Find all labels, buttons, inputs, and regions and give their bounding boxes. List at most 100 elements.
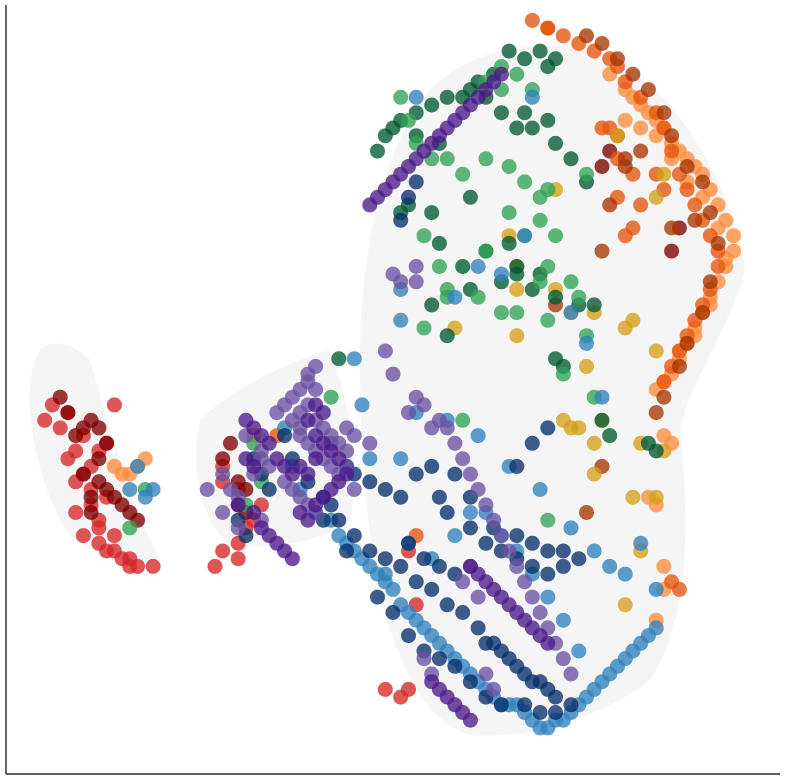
data-point	[532, 43, 548, 59]
data-point	[462, 505, 478, 520]
data-point	[648, 489, 664, 505]
data-point	[594, 159, 610, 174]
data-point	[455, 451, 471, 467]
data-point	[524, 535, 540, 551]
data-point	[377, 128, 393, 144]
data-point	[656, 105, 672, 121]
data-point	[517, 105, 533, 121]
data-point	[455, 412, 471, 428]
data-point	[633, 120, 649, 136]
data-point	[331, 351, 347, 367]
data-point	[408, 89, 424, 105]
data-point	[261, 482, 277, 497]
data-point	[346, 428, 362, 444]
data-point	[470, 259, 486, 274]
data-point	[671, 581, 687, 597]
background-region	[360, 45, 745, 736]
data-point	[524, 89, 540, 105]
data-point	[679, 335, 695, 351]
data-point	[439, 151, 455, 167]
data-point	[478, 497, 494, 513]
data-point	[478, 666, 494, 682]
data-point	[517, 51, 533, 67]
data-point	[579, 166, 594, 182]
data-point	[710, 259, 726, 274]
data-point	[408, 174, 424, 190]
data-point	[408, 259, 424, 274]
data-point	[555, 612, 571, 628]
data-point	[408, 574, 424, 590]
data-point	[548, 705, 563, 720]
data-point	[617, 112, 633, 128]
data-point	[300, 512, 316, 528]
data-point	[377, 566, 393, 582]
data-point	[408, 274, 424, 290]
data-point	[470, 289, 486, 305]
data-point	[215, 543, 231, 559]
data-point	[493, 697, 509, 713]
data-point	[524, 558, 540, 574]
data-point	[493, 105, 509, 121]
data-point	[524, 674, 540, 690]
data-point	[145, 482, 161, 497]
data-point	[579, 358, 594, 374]
data-point	[83, 489, 99, 505]
data-point	[617, 159, 633, 174]
data-point	[455, 166, 471, 182]
data-point	[439, 420, 455, 436]
data-point	[540, 543, 556, 559]
data-point	[602, 558, 618, 574]
data-point	[664, 128, 680, 144]
data-point	[99, 435, 115, 451]
data-point	[571, 643, 587, 659]
data-point	[416, 651, 432, 667]
data-point	[238, 412, 254, 428]
data-point	[532, 212, 548, 228]
data-point	[594, 412, 610, 428]
data-point	[586, 435, 602, 451]
data-point	[648, 581, 664, 597]
data-point	[540, 512, 556, 528]
data-point	[509, 305, 525, 321]
data-point	[478, 635, 494, 651]
data-point	[370, 589, 385, 605]
data-point	[540, 59, 556, 74]
data-point	[702, 205, 718, 221]
data-point	[130, 458, 146, 474]
data-point	[60, 405, 76, 421]
data-point	[223, 435, 238, 451]
data-point	[416, 551, 432, 567]
data-point	[555, 651, 571, 667]
data-point	[269, 451, 285, 467]
data-point	[671, 358, 687, 374]
data-point	[401, 535, 416, 551]
data-point	[331, 451, 347, 467]
data-point	[594, 36, 610, 51]
data-point	[370, 143, 385, 159]
data-point	[571, 551, 587, 567]
data-point	[424, 97, 440, 113]
data-point	[633, 143, 649, 159]
data-point	[501, 205, 517, 221]
data-point	[695, 305, 711, 321]
data-point	[424, 458, 440, 474]
data-point	[246, 505, 262, 520]
data-point	[687, 197, 703, 213]
data-point	[517, 228, 533, 244]
data-point	[617, 228, 633, 244]
data-point	[60, 451, 76, 467]
data-point	[91, 420, 107, 436]
data-point	[377, 482, 393, 497]
data-point	[424, 420, 440, 436]
data-point	[447, 435, 463, 451]
data-point	[52, 420, 68, 436]
data-point	[524, 120, 540, 136]
data-point	[501, 235, 517, 251]
data-point	[586, 543, 602, 559]
data-point	[354, 397, 370, 413]
data-point	[493, 643, 509, 659]
data-point	[648, 443, 664, 459]
data-point	[346, 351, 362, 367]
series-group	[548, 28, 726, 520]
data-point	[122, 482, 138, 497]
